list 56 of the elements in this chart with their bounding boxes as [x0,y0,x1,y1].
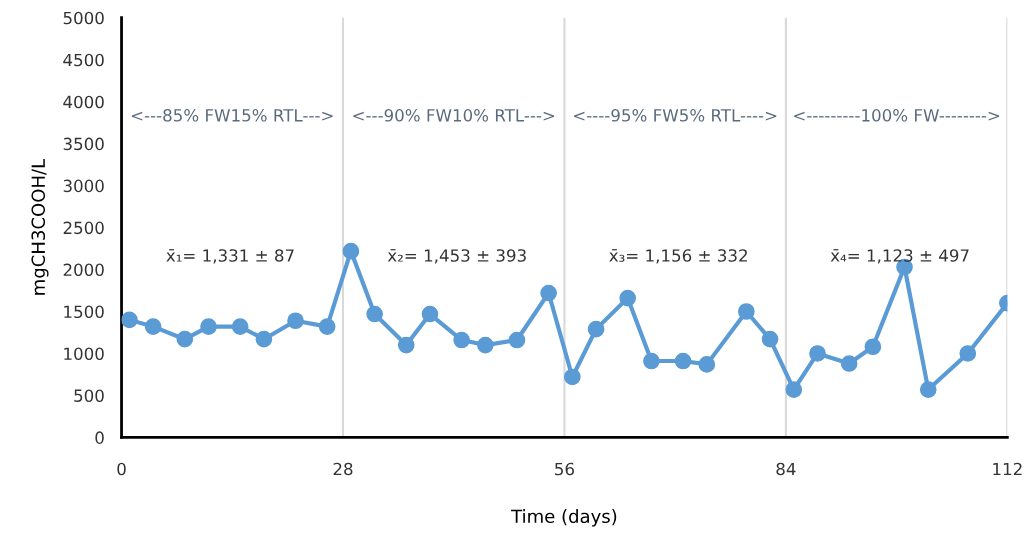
point [785,381,803,398]
point [342,242,360,260]
point [864,338,882,356]
y-tick-label: 4500 [63,53,104,67]
y-tick-label: 1000 [64,347,104,361]
point [176,330,194,348]
point [318,318,336,335]
point [674,352,692,370]
point [453,331,470,349]
annotation: <----95% FW5% RTL----> [574,109,777,122]
point [619,289,637,307]
point [840,355,858,372]
x-tick-label: 112 [993,462,1022,476]
point [421,305,439,323]
point [643,352,660,370]
point [287,312,304,330]
point [738,303,755,320]
point [231,318,249,335]
y-tick-label: 0 [95,431,104,444]
point [809,345,826,362]
y-tick-label: 500 [74,389,104,402]
point [200,318,217,335]
point [366,305,383,323]
annotation: x̄₃= 1,156 ± 332 [609,249,747,264]
point [761,330,779,348]
point [477,336,494,354]
y-tick-label: 1500 [64,305,104,319]
annotation: <---85% FW15% RTL---> [131,109,333,122]
y-tick-label: 3000 [63,179,104,193]
x-tick-label: 28 [333,462,353,476]
annotation: <---90% FW10% RTL---> [353,109,555,122]
x-tick-label: 56 [555,462,574,476]
annotation: <---------100% FW--------> [794,109,1000,122]
x-tick-label: 0 [117,462,126,476]
y-tick-label: 5000 [63,11,104,25]
point [255,330,273,348]
y-tick-label: 2000 [63,263,104,277]
annotation: x̄₁= 1,331 ± 87 [166,249,294,264]
y-axis-title: mgCH3COOH/L [31,158,49,295]
x-tick-label: 84 [776,462,796,476]
point [121,311,138,329]
annotation: x̄₂= 1,453 ± 393 [387,249,526,264]
y-tick-label: 3500 [63,137,104,151]
x-axis-title: Time (days) [511,509,617,527]
y-tick-label: 4000 [63,95,104,109]
point [919,381,937,398]
point [397,336,415,354]
point [564,368,581,386]
point [540,284,557,302]
point [508,331,526,349]
y-tick-label: 2500 [63,221,104,235]
point [587,320,605,338]
annotation: x̄₄= 1,123 ± 497 [830,249,969,264]
point [144,318,162,335]
point [698,356,716,373]
point [959,345,977,362]
